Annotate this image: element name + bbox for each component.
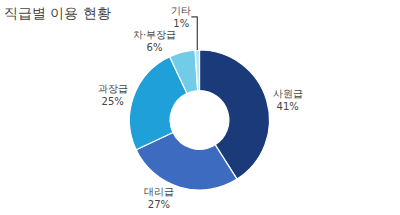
svg-text:사원급41%: 사원급41% (273, 88, 303, 112)
svg-text:대리급27%: 대리급27% (144, 186, 174, 210)
svg-text:차·부장급6%: 차·부장급6% (133, 29, 176, 53)
svg-text:직급별 이용 현황: 직급별 이용 현황 (4, 5, 111, 21)
svg-text:과장급25%: 과장급25% (98, 83, 128, 107)
svg-text:기타1%: 기타1% (171, 5, 191, 29)
